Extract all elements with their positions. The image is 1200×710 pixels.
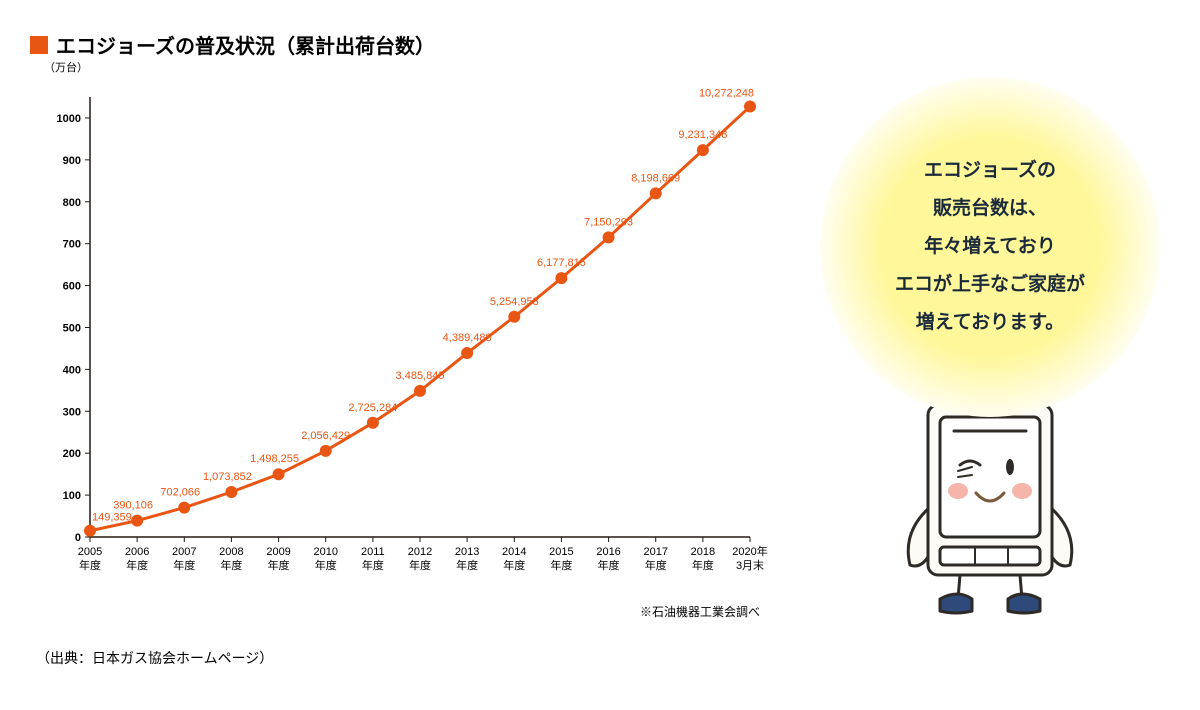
svg-text:2,056,429: 2,056,429 [301, 430, 350, 442]
svg-text:年度: 年度 [456, 558, 478, 572]
bubble-line: 販売台数は、 [933, 190, 1047, 228]
title-bullet-icon [30, 36, 48, 54]
svg-text:8,198,669: 8,198,669 [631, 172, 680, 184]
svg-text:年度: 年度 [173, 558, 195, 572]
svg-text:900: 900 [63, 155, 81, 167]
svg-text:149,359: 149,359 [92, 512, 132, 524]
bubble-line: エコジョーズの [924, 152, 1056, 190]
svg-text:702,066: 702,066 [160, 487, 200, 499]
svg-text:2011: 2011 [361, 546, 385, 558]
info-panel: エコジョーズの販売台数は、年々増えておりエコが上手なご家庭が増えております。 [810, 77, 1170, 627]
svg-text:2008: 2008 [219, 546, 243, 558]
highlight-bubble: エコジョーズの販売台数は、年々増えておりエコが上手なご家庭が増えております。 [820, 77, 1160, 417]
svg-text:300: 300 [63, 406, 81, 418]
svg-text:600: 600 [63, 281, 81, 293]
mascot-illustration [880, 387, 1100, 627]
svg-text:2013: 2013 [455, 546, 479, 558]
svg-text:2015: 2015 [549, 546, 573, 558]
svg-text:10,272,248: 10,272,248 [699, 88, 754, 100]
chart-container: （万台） 01002003004005006007008009001000200… [30, 77, 770, 668]
svg-text:2012: 2012 [408, 546, 432, 558]
svg-text:1,498,255: 1,498,255 [250, 453, 299, 465]
svg-text:1000: 1000 [57, 113, 81, 125]
svg-text:2020年: 2020年 [732, 544, 767, 558]
svg-text:5,254,953: 5,254,953 [490, 296, 539, 308]
bubble-line: 増えております。 [916, 304, 1065, 342]
svg-text:2007: 2007 [172, 546, 196, 558]
svg-text:500: 500 [63, 322, 81, 334]
svg-text:700: 700 [63, 239, 81, 251]
chart-attribution: ※石油機器工業会調べ [30, 603, 770, 620]
svg-text:年度: 年度 [645, 558, 667, 572]
svg-text:9,231,348: 9,231,348 [678, 129, 727, 141]
svg-text:3,485,845: 3,485,845 [396, 370, 445, 382]
svg-text:7,150,293: 7,150,293 [584, 216, 633, 228]
svg-text:2005: 2005 [78, 546, 102, 558]
bubble-line: エコが上手なご家庭が [895, 266, 1085, 304]
svg-text:年度: 年度 [79, 558, 101, 572]
svg-text:4,389,488: 4,389,488 [443, 332, 492, 344]
svg-text:2010: 2010 [313, 546, 337, 558]
svg-text:年度: 年度 [409, 558, 431, 572]
svg-text:2006: 2006 [125, 546, 149, 558]
svg-text:2017: 2017 [643, 546, 667, 558]
svg-text:年度: 年度 [315, 558, 337, 572]
chart-title-row: エコジョーズの普及状況（累計出荷台数） [30, 30, 1180, 59]
svg-text:年度: 年度 [598, 558, 620, 572]
svg-text:年度: 年度 [268, 558, 290, 572]
bubble-line: 年々増えており [924, 228, 1055, 266]
svg-text:200: 200 [63, 448, 81, 460]
svg-text:400: 400 [63, 364, 81, 376]
svg-text:100: 100 [63, 490, 81, 502]
svg-text:年度: 年度 [550, 558, 572, 572]
chart-source: （出典：日本ガス協会ホームページ） [36, 648, 770, 668]
svg-text:2009: 2009 [266, 546, 290, 558]
svg-text:年度: 年度 [220, 558, 242, 572]
svg-text:年度: 年度 [126, 558, 148, 572]
svg-text:2016: 2016 [596, 546, 620, 558]
svg-text:年度: 年度 [503, 558, 525, 572]
svg-text:年度: 年度 [362, 558, 384, 572]
svg-text:1,073,852: 1,073,852 [203, 471, 252, 483]
chart-title: エコジョーズの普及状況（累計出荷台数） [56, 30, 435, 59]
svg-text:2014: 2014 [502, 546, 526, 558]
svg-text:0: 0 [75, 532, 81, 544]
svg-text:800: 800 [63, 197, 81, 209]
svg-text:年度: 年度 [692, 558, 714, 572]
svg-text:390,106: 390,106 [113, 500, 153, 512]
line-chart: 010020030040050060070080090010002005年度20… [30, 77, 770, 597]
svg-text:2018: 2018 [691, 546, 715, 558]
svg-text:3月末: 3月末 [736, 558, 764, 572]
svg-text:6,177,815: 6,177,815 [537, 257, 586, 269]
y-axis-unit: （万台） [44, 59, 88, 75]
svg-text:2,725,284: 2,725,284 [348, 402, 397, 414]
